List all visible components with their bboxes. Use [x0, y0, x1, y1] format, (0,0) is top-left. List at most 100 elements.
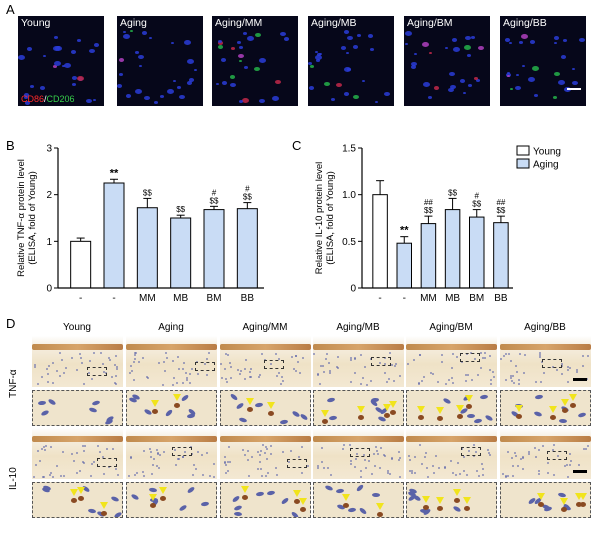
nucleus: [197, 373, 199, 375]
cell-signal: [368, 34, 373, 38]
nucleus: [490, 383, 492, 385]
nucleus: [393, 380, 395, 382]
nucleus: [93, 352, 95, 354]
cell-signal: [167, 89, 174, 94]
ihc-overview-image: [32, 428, 123, 479]
arrowhead-marker: [357, 406, 365, 413]
nucleus: [583, 448, 585, 450]
cell-signal: [384, 92, 390, 97]
nucleus: [409, 470, 411, 472]
arrowhead-marker: [453, 489, 461, 496]
cell-signal: [463, 92, 466, 95]
nucleus: [178, 368, 180, 370]
nucleus: [73, 460, 75, 462]
nucleus: [327, 467, 329, 469]
nucleus: [512, 465, 514, 467]
nucleus: [41, 448, 43, 450]
epidermis-layer: [313, 344, 404, 350]
nucleus: [178, 504, 188, 512]
nucleus: [448, 379, 450, 381]
nucleus: [59, 375, 61, 377]
cell-signal: [72, 83, 76, 86]
nucleus: [164, 370, 166, 372]
cell-signal: [93, 99, 96, 102]
cell-signal: [429, 52, 432, 55]
nucleus: [157, 452, 159, 454]
nucleus: [110, 495, 120, 503]
nucleus: [570, 460, 572, 462]
nucleus: [463, 456, 465, 458]
cell-signal: [142, 31, 147, 35]
nucleus: [576, 371, 578, 373]
arrowhead-marker: [149, 494, 157, 501]
nucleus: [290, 450, 292, 452]
nucleus: [425, 452, 427, 454]
nucleus: [278, 358, 280, 360]
nucleus: [62, 451, 64, 453]
nucleus: [201, 454, 203, 456]
nucleus: [235, 402, 245, 410]
nucleus: [538, 473, 540, 475]
nucleus: [455, 474, 457, 476]
nucleus: [65, 367, 67, 369]
epidermis-layer: [32, 344, 123, 350]
cell-signal: [230, 75, 235, 79]
nucleus: [227, 470, 229, 472]
nucleus: [347, 507, 357, 513]
nucleus: [197, 451, 199, 453]
nucleus: [83, 450, 85, 452]
cell-signal: [189, 78, 194, 82]
nucleus: [233, 511, 243, 517]
nucleus: [461, 448, 463, 450]
nucleus: [63, 372, 65, 374]
nucleus: [487, 449, 489, 451]
nucleus: [239, 373, 241, 375]
nucleus: [45, 445, 47, 447]
nucleus: [539, 356, 541, 358]
ihc-row-label: TNF-α: [8, 369, 19, 398]
ihc-overview-image: [220, 336, 311, 387]
ihc-overview-image: [500, 428, 591, 479]
nucleus: [251, 456, 253, 458]
ihc-zoom-image: [313, 390, 404, 426]
nucleus: [220, 363, 222, 365]
nucleus: [47, 381, 49, 383]
nucleus: [134, 474, 136, 476]
cell-signal: [516, 74, 519, 77]
positive-cell: [516, 414, 522, 419]
nucleus: [115, 468, 117, 470]
nucleus: [47, 373, 49, 375]
nucleus: [419, 444, 421, 446]
nucleus: [182, 456, 184, 458]
nucleus: [466, 353, 468, 355]
nucleus: [114, 364, 116, 366]
nucleus: [288, 461, 290, 463]
nucleus: [582, 365, 584, 367]
nucleus: [157, 453, 159, 455]
nucleus: [100, 352, 102, 354]
nucleus: [478, 475, 480, 477]
nucleus: [391, 458, 393, 460]
epidermis-layer: [500, 436, 591, 442]
nucleus: [133, 379, 135, 381]
nucleus: [467, 374, 469, 376]
nucleus: [280, 383, 282, 385]
nucleus: [398, 451, 400, 453]
nucleus: [503, 355, 505, 357]
cell-signal: [272, 96, 279, 101]
nucleus: [213, 463, 215, 465]
arrowhead-marker: [579, 493, 587, 500]
nucleus: [91, 399, 101, 407]
nucleus: [191, 453, 193, 455]
zoom-region-box: [287, 459, 307, 468]
cell-signal: [216, 83, 219, 86]
cell-signal: [53, 65, 57, 68]
cell-signal: [468, 84, 472, 87]
nucleus: [524, 354, 526, 356]
nucleus: [466, 474, 468, 476]
nucleus: [323, 371, 325, 373]
if-image-5: Aging/BM: [404, 16, 490, 106]
nucleus: [510, 377, 512, 379]
cell-signal: [135, 89, 142, 94]
nucleus: [56, 370, 58, 372]
